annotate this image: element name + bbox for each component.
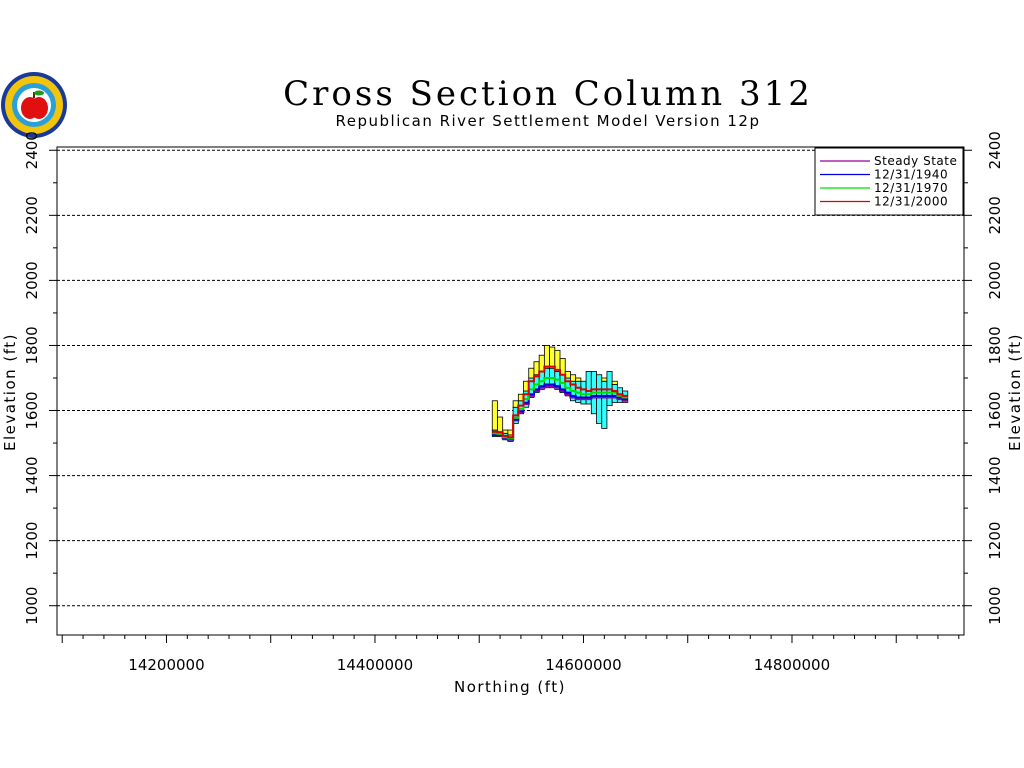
y-ticks: 1000 1000 1200 1200 1400 1400 1600 1600 1800 1800…	[23, 131, 1004, 625]
x-tick-label: 14400000	[337, 656, 413, 674]
x-tick-label: 14800000	[754, 656, 830, 674]
yellow-cell	[611, 380, 618, 385]
cyan-cell	[601, 380, 608, 429]
y-tick-label-left: 2200	[23, 196, 41, 234]
y-tick-label-right: 2000	[986, 261, 1004, 299]
x-tick-label: 14600000	[545, 656, 621, 674]
yellow-cell	[601, 377, 608, 382]
y-tick-label-left: 2000	[23, 261, 41, 299]
y-tick-label-left: 2400	[23, 131, 41, 169]
y-tick-label-left: 1200	[23, 522, 41, 560]
legend-label: 12/31/1970	[874, 181, 948, 195]
y-tick-label-right: 1600	[986, 391, 1004, 429]
legend: Steady State12/31/194012/31/197012/31/20…	[814, 147, 964, 216]
y-tick-label-right: 1800	[986, 326, 1004, 364]
x-axis-label: Northing (ft)	[454, 678, 566, 696]
chart-subtitle: Republican River Settlement Model Versio…	[336, 112, 761, 130]
yellow-cell	[549, 346, 556, 369]
y-tick-label-right: 1000	[986, 587, 1004, 625]
y-axis-label-right: Elevation (ft)	[1006, 333, 1024, 451]
horizontal-gridlines	[57, 149, 964, 607]
y-tick-label-right: 2400	[986, 131, 1004, 169]
y-tick-label-right: 1400	[986, 456, 1004, 494]
series-line-12-31-2000	[492, 365, 628, 439]
legend-label: 12/31/2000	[874, 195, 948, 209]
y-tick-label-right: 1200	[986, 522, 1004, 560]
y-tick-label-left: 1600	[23, 391, 41, 429]
agency-seal-logo	[1, 72, 67, 138]
y-tick-label-left: 1800	[23, 326, 41, 364]
cyan-cell	[596, 374, 603, 424]
yellow-cell	[543, 345, 550, 369]
y-axis-label-left: Elevation (ft)	[1, 333, 19, 451]
legend-label: 12/31/1940	[874, 168, 948, 182]
x-tick-label: 14200000	[128, 656, 204, 674]
legend-label: Steady State	[874, 154, 957, 168]
legend-box	[814, 147, 964, 216]
y-tick-label-left: 1400	[23, 456, 41, 494]
yellow-cell	[575, 377, 582, 382]
x-ticks: 14200000 14400000 14600000 14800000	[61, 635, 960, 674]
series-lines	[492, 365, 628, 441]
chart-title: Cross Section Column 312	[283, 74, 813, 114]
plot-frame	[56, 146, 965, 636]
y-tick-label-right: 2200	[986, 196, 1004, 234]
y-tick-label-left: 1000	[23, 587, 41, 625]
yellow-cell	[491, 400, 498, 431]
yellow-cell	[497, 416, 504, 433]
